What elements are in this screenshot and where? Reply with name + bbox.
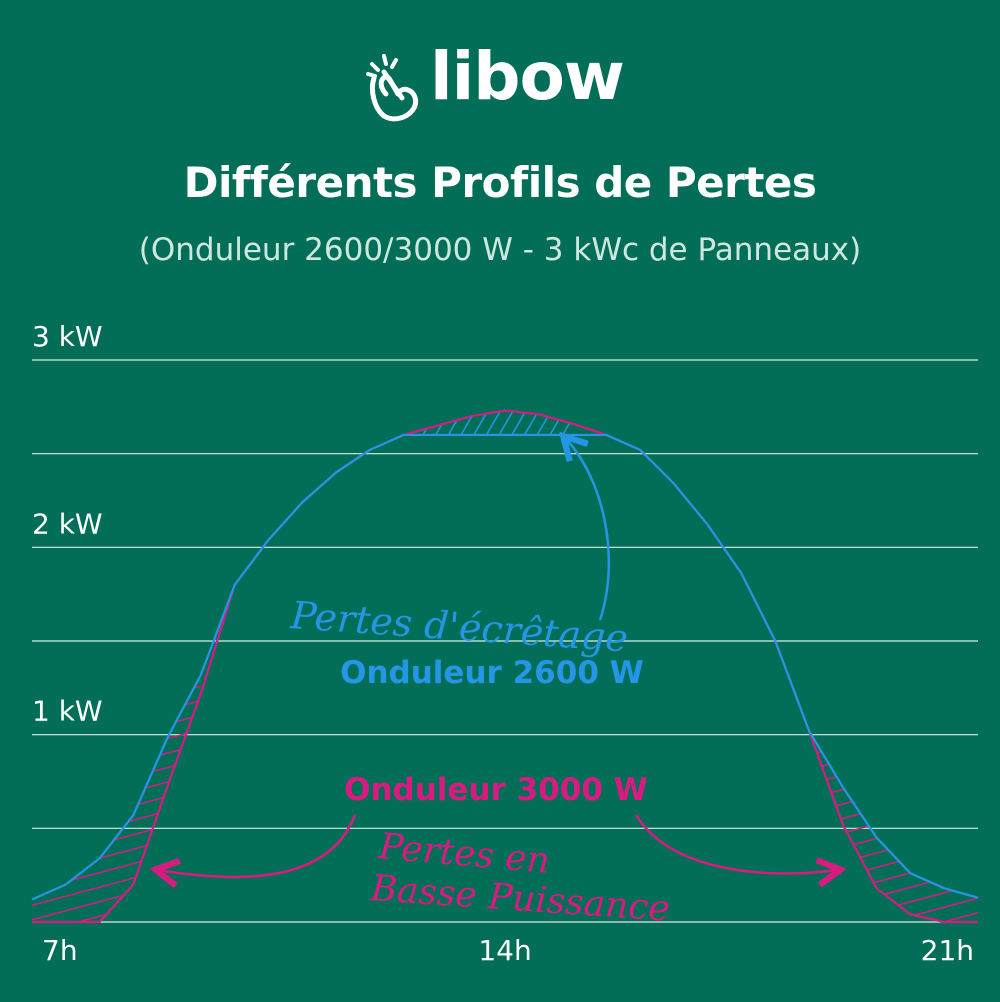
loss-areas xyxy=(32,410,978,922)
clipping-loss-label: Pertes d'écrêtage xyxy=(288,593,629,661)
inverter-3000-label: Onduleur 3000 W xyxy=(344,772,648,808)
clipping-loss-area xyxy=(403,410,573,435)
chart-title: Différents Profils de Pertes xyxy=(183,158,817,207)
low-power-loss-area xyxy=(32,674,201,922)
series-line-3000w xyxy=(32,409,978,924)
low-power-loss-area xyxy=(809,730,978,922)
inverter-2600-label: Onduleur 2600 W xyxy=(340,655,644,691)
x-tick-label: 21h xyxy=(921,934,974,967)
axis-ticks: 1 kW 2 kW 3 kW 7h 14h 21h xyxy=(32,320,974,967)
y-tick-label: 1 kW xyxy=(32,695,103,728)
low-power-loss-arrow-right xyxy=(634,814,838,873)
clipping-loss-arrow xyxy=(565,438,610,621)
series-line-2600w xyxy=(31,433,979,901)
y-tick-label: 2 kW xyxy=(32,507,103,540)
chart-subtitle: (Onduleur 2600/3000 W - 3 kWc de Panneau… xyxy=(138,232,862,268)
series-lines xyxy=(31,409,979,924)
x-tick-label: 14h xyxy=(478,934,531,967)
x-tick-label: 7h xyxy=(42,934,78,967)
gridlines xyxy=(32,359,978,923)
logo-wordmark: libow xyxy=(430,38,625,115)
y-tick-label: 3 kW xyxy=(32,320,103,353)
libow-logo: libow xyxy=(362,44,642,125)
low-power-loss-arrow-left xyxy=(158,814,357,877)
hand-pointer-icon xyxy=(366,54,419,122)
